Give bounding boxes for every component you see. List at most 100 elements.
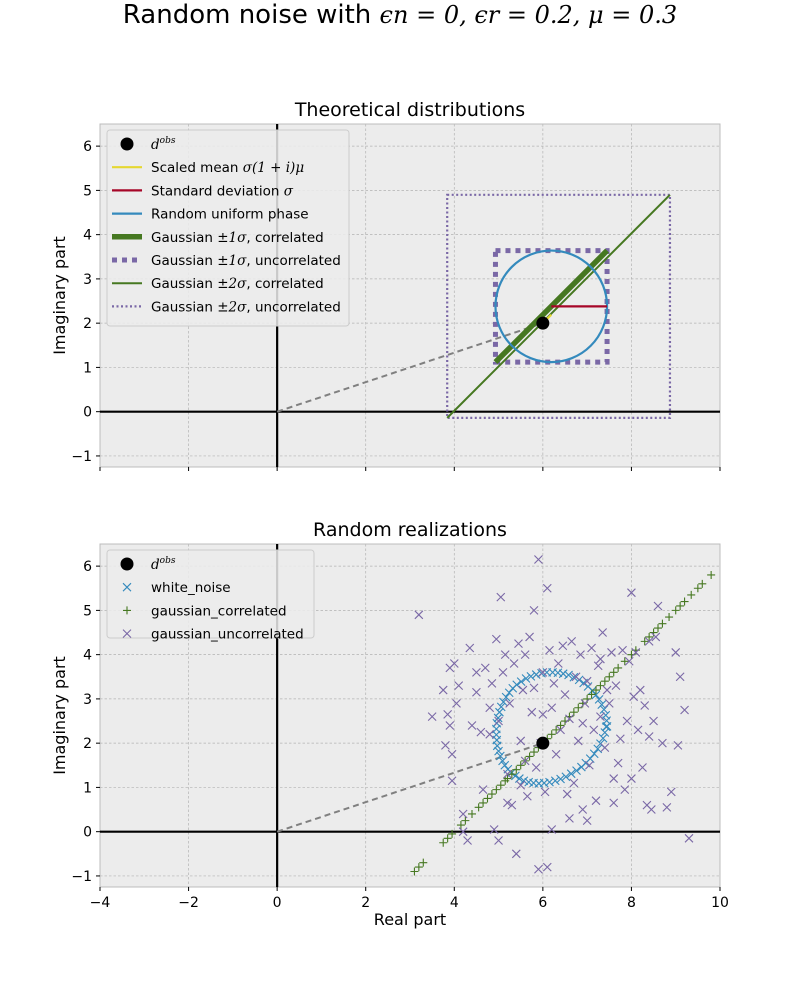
- legend-label: Scaled mean σ(1 + i)μ: [151, 160, 304, 176]
- marker-gaussian-uncorrelated: [465, 643, 475, 653]
- figure-title-math: ϵn = 0, ϵr = 0.2, μ = 0.3: [379, 1, 678, 29]
- marker-white-noise: [601, 710, 611, 720]
- marker-gaussian-correlated: [552, 725, 561, 734]
- marker-gaussian-uncorrelated: [516, 780, 526, 790]
- marker-gaussian-uncorrelated: [503, 769, 512, 779]
- marker-white-noise: [519, 776, 529, 786]
- legend-label: Gaussian ±2σ, uncorrelated: [151, 299, 341, 315]
- legend-label: Standard deviation σ: [151, 183, 294, 199]
- marker-gaussian-correlated: [461, 816, 470, 825]
- marker-gaussian-uncorrelated: [602, 685, 612, 695]
- data-layer: [100, 544, 720, 887]
- marker-gaussian-uncorrelated: [567, 636, 577, 646]
- marker-gaussian-uncorrelated: [618, 645, 627, 655]
- marker-gaussian-correlated: [614, 663, 623, 672]
- marker-gaussian-correlated: [547, 730, 556, 739]
- ticks: −1 0 1 2 3 4 5 6 −4 −2 0 2 4 6 8 10: [71, 559, 729, 911]
- marker-white-noise: [556, 774, 565, 784]
- x-tick-label: 8: [627, 895, 636, 911]
- marker-gaussian-uncorrelated: [529, 683, 539, 693]
- marker-white-noise: [492, 741, 502, 751]
- marker-gaussian-uncorrelated: [449, 659, 459, 668]
- marker-gaussian-uncorrelated: [511, 849, 521, 859]
- marker-gaussian-uncorrelated: [507, 800, 517, 810]
- marker-white-noise: [521, 674, 531, 683]
- marker-gaussian-uncorrelated: [485, 729, 495, 739]
- marker-gaussian-uncorrelated: [447, 749, 457, 759]
- marker-gaussian-correlated: [483, 794, 492, 803]
- marker-gaussian-uncorrelated: [631, 648, 641, 657]
- marker-gaussian-uncorrelated: [438, 685, 448, 695]
- marker-gaussian-uncorrelated: [596, 712, 605, 721]
- legend-swatch: [122, 629, 132, 638]
- marker-gaussian-uncorrelated: [547, 703, 557, 713]
- marker-gaussian-uncorrelated: [547, 825, 557, 834]
- marker-gaussian-uncorrelated: [452, 698, 461, 708]
- y-tick-label: 3: [83, 692, 92, 708]
- marker-gaussian-correlated: [443, 834, 452, 843]
- y-tick-label: −1: [71, 449, 92, 465]
- marker-gaussian-uncorrelated: [587, 643, 596, 653]
- marker-gaussian-correlated: [640, 637, 649, 646]
- y-tick-label: 6: [83, 139, 92, 155]
- marker-white-noise: [542, 667, 552, 677]
- marker-gaussian-correlated: [479, 798, 488, 807]
- marker-gaussian-correlated: [645, 632, 654, 641]
- marker-gaussian-uncorrelated: [653, 601, 663, 611]
- marker-white-noise: [495, 707, 504, 717]
- marker-gaussian-uncorrelated: [542, 583, 552, 593]
- marker-white-noise: [591, 690, 601, 700]
- marker-gaussian-uncorrelated: [516, 736, 526, 746]
- marker-gaussian-uncorrelated: [633, 725, 643, 735]
- marker-gaussian-uncorrelated: [591, 796, 601, 806]
- marker-gaussian-uncorrelated: [627, 588, 636, 598]
- x-tick-label: −2: [178, 895, 199, 911]
- x-tick-label: −4: [90, 895, 111, 911]
- marker-gaussian-uncorrelated: [569, 778, 579, 788]
- marker-gaussian-uncorrelated: [622, 716, 632, 726]
- marker-white-noise: [572, 766, 581, 775]
- marker-gaussian-uncorrelated: [472, 687, 481, 697]
- marker-gaussian-uncorrelated: [638, 763, 647, 772]
- marker-gaussian-uncorrelated: [463, 836, 472, 845]
- marker-white-noise: [594, 694, 604, 704]
- marker-white-noise: [495, 751, 505, 761]
- marker-white-noise: [511, 771, 520, 781]
- marker-white-noise: [493, 713, 503, 723]
- marker-gaussian-uncorrelated: [538, 667, 548, 677]
- marker-white-noise: [564, 670, 573, 680]
- y-axis-label: Imaginary part: [50, 656, 69, 775]
- marker-gaussian-uncorrelated: [582, 676, 592, 686]
- marker-gaussian-uncorrelated: [503, 798, 512, 808]
- marker-white-noise: [531, 670, 541, 679]
- marker-white-noise: [598, 733, 608, 743]
- marker-gaussian-uncorrelated: [443, 710, 453, 719]
- marker-gaussian-correlated: [680, 597, 689, 606]
- marker-gaussian-correlated: [492, 785, 501, 794]
- marker-white-noise: [566, 769, 576, 779]
- marker-gaussian-uncorrelated: [485, 703, 495, 713]
- marker-gaussian-uncorrelated: [545, 645, 554, 655]
- marker-white-noise: [539, 778, 549, 788]
- marker-gaussian-correlated: [516, 761, 525, 770]
- marker-gaussian-uncorrelated: [487, 679, 497, 688]
- marker-gaussian-uncorrelated: [573, 736, 583, 746]
- marker-gaussian-uncorrelated: [458, 827, 468, 837]
- marker-gaussian-correlated: [665, 613, 674, 622]
- marker-gaussian-correlated: [707, 570, 716, 579]
- marker-gaussian-uncorrelated: [658, 738, 667, 748]
- y-tick-label: 4: [83, 228, 92, 244]
- x-axis-label: Real part: [374, 910, 446, 929]
- marker-gaussian-correlated: [410, 867, 419, 876]
- x-tick-label: 6: [538, 895, 547, 911]
- marker-gaussian-uncorrelated: [609, 798, 619, 808]
- legend-frame: [106, 129, 350, 327]
- marker-gaussian-uncorrelated: [680, 705, 689, 715]
- dobs-point: [536, 736, 550, 750]
- marker-gaussian-uncorrelated: [611, 681, 621, 691]
- marker-gaussian-uncorrelated: [578, 718, 588, 728]
- marker-gaussian-uncorrelated: [671, 648, 681, 657]
- marker-gaussian-uncorrelated: [542, 862, 552, 872]
- marker-gaussian-uncorrelated: [494, 716, 503, 726]
- marker-gaussian-uncorrelated: [531, 763, 541, 772]
